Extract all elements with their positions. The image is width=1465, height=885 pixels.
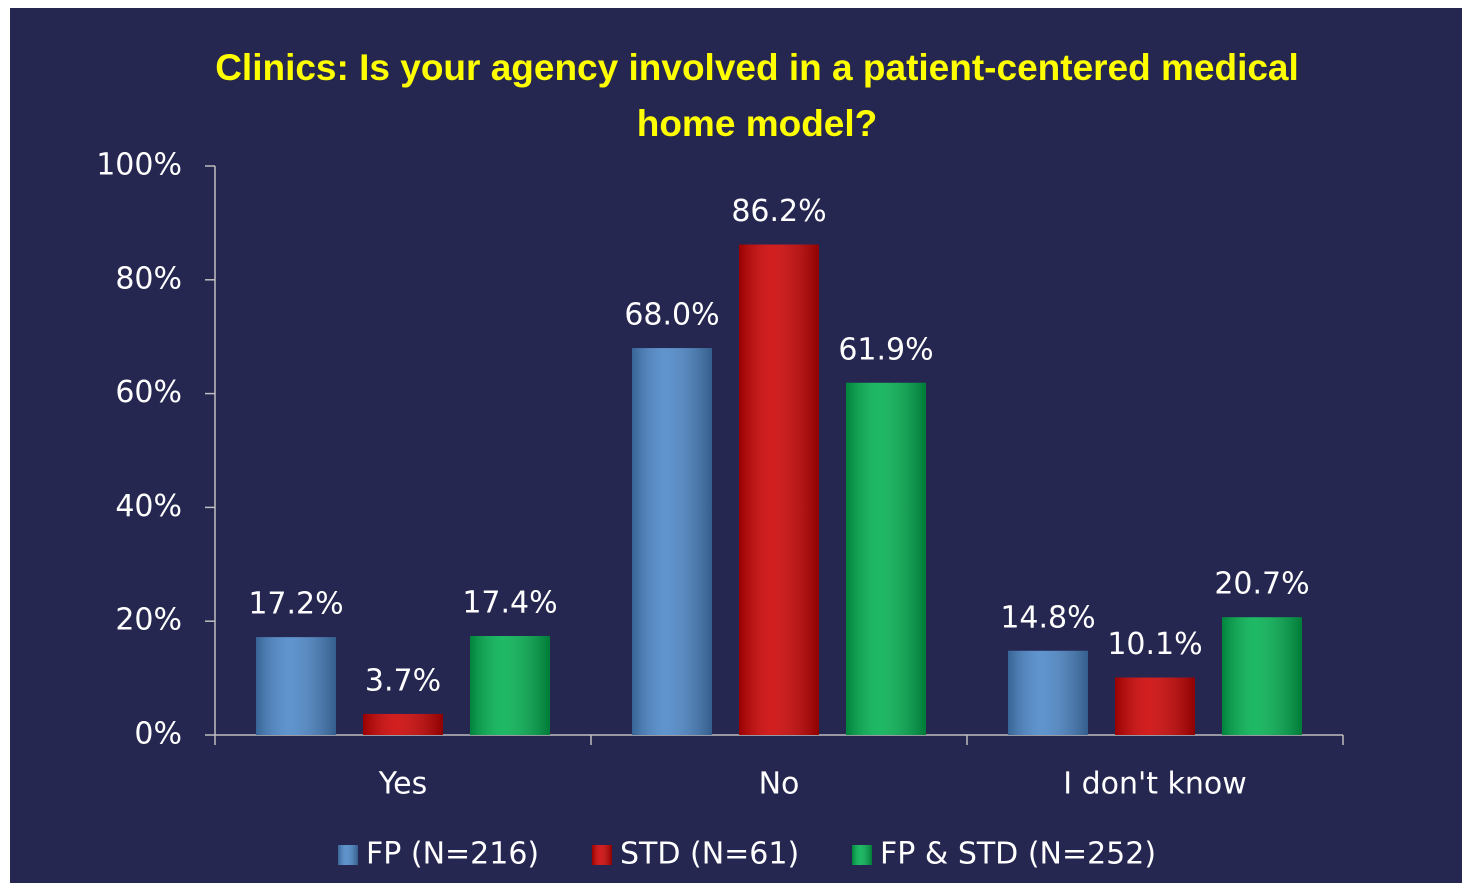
chart-title: Clinics: Is your agency involved in a pa…	[215, 47, 1299, 144]
value-label: 17.4%	[462, 585, 557, 620]
bar-shade	[256, 637, 336, 735]
value-label: 3.7%	[365, 663, 441, 698]
y-tick-label: 80%	[115, 261, 182, 296]
value-label: 17.2%	[248, 587, 343, 622]
value-label: 68.0%	[624, 298, 719, 333]
legend-swatch-shade	[852, 845, 872, 865]
value-label: 86.2%	[731, 194, 826, 229]
legend-label: FP & STD (N=252)	[880, 837, 1156, 872]
x-tick-label: I don't know	[1063, 767, 1247, 802]
value-label: 20.7%	[1214, 567, 1309, 602]
bar-shade	[632, 348, 712, 735]
y-tick-label: 60%	[115, 375, 182, 410]
value-label: 61.9%	[838, 332, 933, 367]
bar-shade	[1115, 677, 1195, 735]
bar-shade	[470, 635, 550, 735]
y-tick-label: 20%	[115, 603, 182, 638]
legend-swatch-shade	[592, 845, 612, 865]
value-label: 10.1%	[1107, 627, 1202, 662]
legend-label: FP (N=216)	[366, 837, 539, 872]
x-tick-label: No	[759, 767, 800, 802]
legend-swatch-shade	[338, 845, 358, 865]
bar-shade	[1222, 617, 1302, 735]
legend-label: STD (N=61)	[620, 837, 799, 872]
x-tick-label: Yes	[378, 767, 427, 802]
bar-shade	[846, 382, 926, 735]
bar-shade	[1008, 650, 1088, 735]
bar-shade	[739, 244, 819, 735]
background	[10, 8, 1462, 883]
bar-shade	[363, 713, 443, 735]
value-label: 14.8%	[1000, 600, 1095, 635]
y-tick-label: 0%	[134, 717, 182, 752]
y-tick-label: 100%	[96, 148, 182, 183]
y-tick-label: 40%	[115, 489, 182, 524]
